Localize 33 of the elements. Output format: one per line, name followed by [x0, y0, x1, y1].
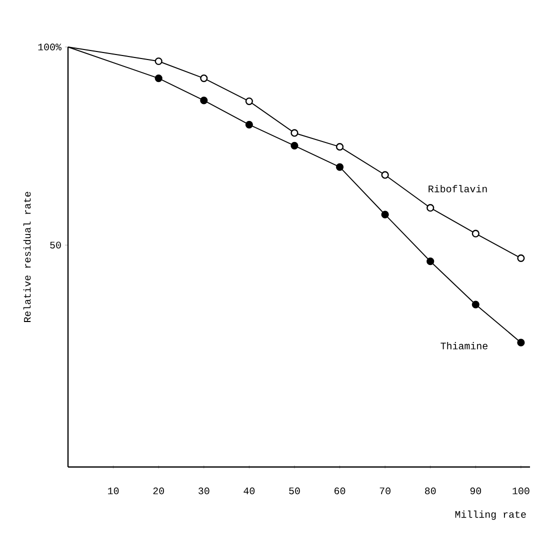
point [290, 129, 298, 137]
y-tick-label: 100% [38, 44, 62, 50]
y-axis-title: Relative residual rate [23, 192, 31, 322]
point [381, 171, 389, 179]
point [154, 74, 162, 82]
point [336, 163, 344, 171]
x-tick-label: 80 [425, 488, 436, 494]
x-tick-label: 10 [108, 488, 119, 494]
x-tick-label: 70 [380, 488, 390, 494]
point [426, 204, 434, 212]
point [472, 230, 480, 238]
x-axis-title: Milling rate [455, 510, 526, 520]
x-tick-label: 60 [334, 488, 346, 494]
text: Thiamine [440, 342, 488, 350]
x-tick-label: 30 [198, 488, 210, 494]
point [290, 142, 298, 150]
x-tick-label: 100 [512, 488, 530, 494]
x-tick-label: 40 [244, 488, 255, 494]
point [245, 97, 253, 106]
x-tick-label: 50 [289, 488, 300, 494]
point [381, 210, 389, 218]
point [200, 96, 208, 104]
point [336, 143, 344, 151]
point [472, 300, 480, 308]
point [517, 338, 525, 346]
series-label: Riboflavin [428, 185, 487, 192]
point [426, 258, 434, 266]
point [245, 120, 253, 128]
point [200, 74, 208, 82]
x-tick-label: 90 [470, 488, 482, 494]
point [517, 254, 525, 262]
x-tick-label: 20 [153, 488, 164, 494]
point [154, 57, 162, 66]
